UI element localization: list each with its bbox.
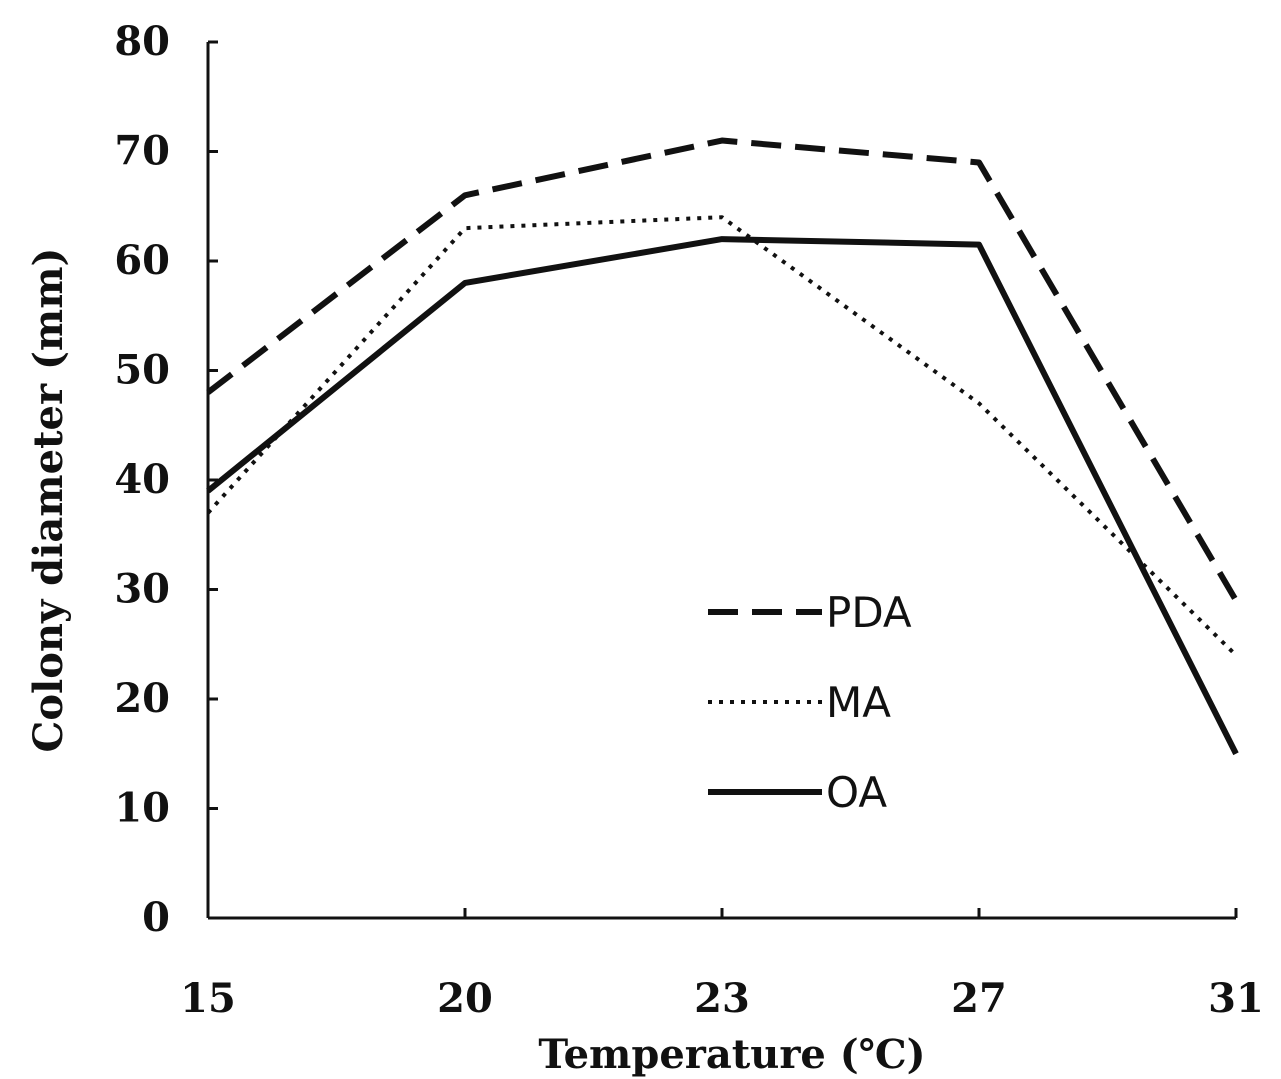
y-tick-label: 40 <box>114 456 170 503</box>
y-tick-label: 0 <box>142 894 170 941</box>
x-tick-label: 15 <box>180 975 236 1022</box>
series-line-ma <box>206 215 1238 657</box>
y-tick-label: 10 <box>114 785 170 832</box>
legend-label-oa: OA <box>826 768 887 817</box>
y-tick-label: 60 <box>114 237 170 284</box>
y-ticks: 0 10 20 30 40 50 60 70 80 <box>114 18 218 941</box>
y-tick-label: 30 <box>114 566 170 613</box>
y-tick-label: 20 <box>114 675 170 722</box>
series-line-pda <box>206 137 1239 602</box>
x-tick-label: 23 <box>694 975 750 1022</box>
series-layer <box>206 137 1239 756</box>
series-line-oa <box>206 236 1239 756</box>
legend-label-ma: MA <box>826 678 891 727</box>
x-tick-label: 27 <box>951 975 1007 1022</box>
axes <box>206 42 1236 920</box>
x-tick-label: 20 <box>437 975 493 1022</box>
x-ticks: 15 20 23 27 31 <box>180 908 1264 1022</box>
y-tick-label: 70 <box>114 128 170 175</box>
legend-label-pda: PDA <box>826 588 912 637</box>
x-axis-title: Temperature (℃) <box>538 1031 925 1078</box>
y-tick-label: 50 <box>114 347 170 394</box>
y-tick-label: 80 <box>114 18 170 65</box>
y-axis-title: Colony diameter (mm) <box>25 248 72 753</box>
legend: PDA MA OA <box>708 588 912 817</box>
x-tick-label: 31 <box>1208 975 1264 1022</box>
